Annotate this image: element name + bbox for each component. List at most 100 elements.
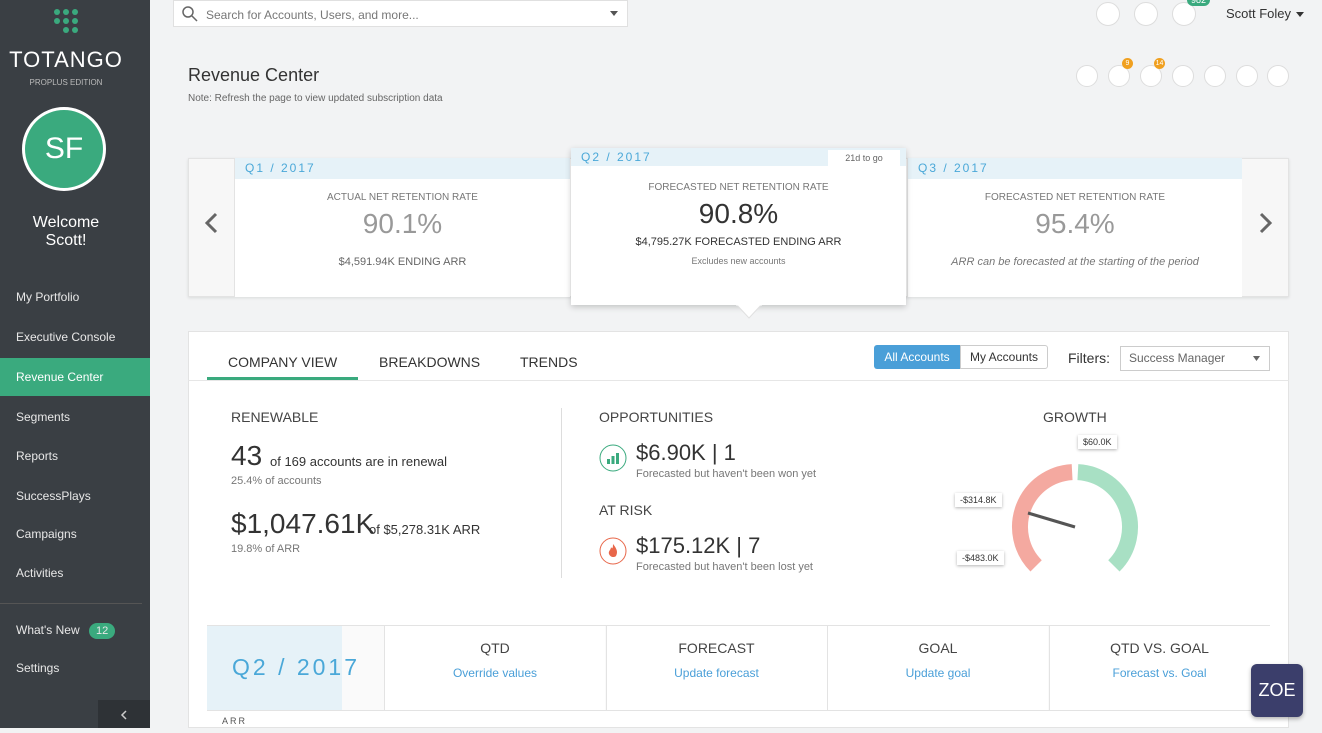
divider bbox=[561, 408, 562, 578]
gauge-label: -$314.8K bbox=[955, 493, 1002, 507]
caret bbox=[1295, 12, 1304, 17]
user-menu[interactable]: Scott Foley bbox=[1226, 6, 1305, 21]
nav-item[interactable]: Revenue Center bbox=[0, 358, 150, 396]
opp-value: $6.90K | 1 bbox=[636, 440, 736, 465]
nav-item[interactable]: Reports bbox=[16, 449, 59, 463]
search-icon bbox=[182, 6, 198, 22]
page-title: Revenue Center bbox=[188, 65, 320, 85]
nav-item[interactable]: SuccessPlays bbox=[16, 489, 91, 503]
risk-value: $175.12K | 7 bbox=[636, 533, 761, 558]
nav-item[interactable]: Executive Console bbox=[16, 330, 116, 344]
renewal-arr-pct: 19.8% of ARR bbox=[231, 543, 301, 555]
nav-label: What's New bbox=[16, 623, 80, 637]
welcome: Welcome bbox=[32, 214, 100, 231]
section-title: GROWTH bbox=[1043, 409, 1107, 425]
quarter-period: Q1 / 2017 bbox=[235, 158, 570, 179]
icon-button[interactable] bbox=[1076, 65, 1098, 87]
tab[interactable]: COMPANY VIEW bbox=[228, 354, 338, 370]
edition: PROPLUS EDITION bbox=[29, 78, 103, 87]
gauge-label: $60.0K bbox=[1078, 435, 1117, 449]
nav-item[interactable]: What's New 12 bbox=[0, 611, 150, 649]
renewal-arr-text: of $5,278.31K ARR bbox=[369, 522, 481, 537]
quarter-label: FORECASTED NET RETENTION RATE bbox=[984, 192, 1166, 203]
quarter-card: Q3 / 2017 FORECASTED NET RETENTION RATE 95… bbox=[907, 158, 1242, 297]
arr-label: ARR bbox=[222, 716, 248, 726]
icon-button[interactable] bbox=[1172, 2, 1196, 26]
nav-item[interactable]: Campaigns bbox=[16, 527, 77, 541]
nav-item[interactable]: Settings bbox=[16, 661, 60, 675]
opp-text: Forecasted but haven't been won yet bbox=[636, 468, 817, 480]
gauge-needle bbox=[1027, 511, 1076, 529]
quarter-period: Q3 / 2017 bbox=[908, 158, 1242, 179]
filter-select[interactable]: Success Manager bbox=[1120, 346, 1270, 371]
badge: 12 bbox=[88, 623, 116, 639]
column-title: QTD bbox=[480, 640, 510, 656]
zoe-button[interactable]: ZOE bbox=[1251, 664, 1303, 717]
column-link[interactable]: Update forecast bbox=[674, 666, 759, 680]
quarter-label: FORECASTED NET RETENTION RATE bbox=[648, 182, 829, 193]
section-title: OPPORTUNITIES bbox=[599, 409, 714, 425]
icon-button[interactable] bbox=[1134, 2, 1158, 26]
renewal-count: 43 bbox=[231, 440, 263, 471]
collapse[interactable] bbox=[98, 700, 150, 728]
summary-column: FORECAST Update forecast bbox=[605, 626, 827, 710]
renewal-text: of 169 accounts are in renewal bbox=[270, 454, 448, 469]
quarter-period: Q2 / 2017 bbox=[571, 148, 906, 166]
select-value: Success Manager bbox=[1129, 351, 1226, 365]
quarter-value: 90.1% bbox=[362, 208, 443, 239]
next-arrow[interactable] bbox=[1253, 210, 1277, 236]
summary-period: Q2 / 2017 bbox=[232, 654, 361, 680]
avatar[interactable]: SF bbox=[22, 107, 106, 191]
filters-label: Filters: bbox=[1068, 350, 1110, 366]
search[interactable]: Search for Accounts, Users, and more... bbox=[173, 0, 628, 27]
tab-divider bbox=[188, 380, 1289, 381]
brand: TOTANGO bbox=[9, 47, 123, 72]
summary-column: QTD VS. GOAL Forecast vs. Goal bbox=[1048, 626, 1270, 710]
column-link[interactable]: Update goal bbox=[905, 666, 971, 680]
icon-badge: 14 bbox=[1154, 58, 1165, 69]
prev-arrow[interactable] bbox=[200, 210, 224, 236]
tab-underline bbox=[207, 377, 358, 380]
gauge-positive bbox=[1077, 464, 1138, 572]
section-title: AT RISK bbox=[599, 502, 653, 518]
collapse-icon bbox=[120, 710, 127, 720]
tab[interactable]: TRENDS bbox=[520, 354, 578, 370]
nav-item[interactable]: Activities bbox=[16, 566, 64, 580]
toggle-off[interactable]: My Accounts bbox=[960, 345, 1048, 369]
divider bbox=[0, 603, 142, 604]
column-title: QTD VS. GOAL bbox=[1110, 640, 1209, 656]
column-link[interactable]: Forecast vs. Goal bbox=[1112, 666, 1207, 680]
caret bbox=[1253, 356, 1260, 361]
quarter-card: Q2 / 2017 21d to go FORECASTED NET RETENTI… bbox=[571, 148, 906, 305]
tab[interactable]: BREAKDOWNS bbox=[379, 354, 481, 370]
icon-button[interactable] bbox=[1204, 65, 1226, 87]
column-link[interactable]: Override values bbox=[452, 666, 538, 680]
column-title: FORECAST bbox=[678, 640, 755, 656]
opp-icon bbox=[599, 444, 627, 472]
quarter-label: ACTUAL NET RETENTION RATE bbox=[327, 192, 478, 203]
quarter-detail: $4,795.27K FORECASTED ENDING ARR bbox=[635, 236, 842, 248]
quarter-value: 90.8% bbox=[698, 198, 779, 229]
icon-button[interactable] bbox=[1267, 65, 1289, 87]
search-placeholder: Search for Accounts, Users, and more... bbox=[206, 8, 419, 22]
quarter-detail: ARR can be forecasted at the starting of… bbox=[951, 256, 1199, 268]
nav-item[interactable]: Segments bbox=[16, 410, 71, 424]
nav-item[interactable]: My Portfolio bbox=[16, 290, 80, 304]
icon-button[interactable] bbox=[1108, 65, 1130, 87]
user-name: Scott Foley bbox=[1226, 6, 1292, 21]
caret bbox=[610, 11, 618, 16]
icon-badge: 9 bbox=[1122, 58, 1133, 69]
logo bbox=[54, 9, 78, 33]
risk-text: Forecasted but haven't been lost yet bbox=[636, 561, 813, 573]
page-note: Note: Refresh the page to view updated s… bbox=[188, 93, 443, 104]
icon-button[interactable] bbox=[1140, 65, 1162, 87]
gauge-label: -$483.0K bbox=[957, 551, 1004, 565]
icon-button[interactable] bbox=[1172, 65, 1194, 87]
icon-button[interactable] bbox=[1096, 2, 1120, 26]
icon-button[interactable] bbox=[1236, 65, 1258, 87]
renewal-pct: 25.4% of accounts bbox=[231, 475, 322, 487]
renewal-arr: $1,047.61K bbox=[231, 508, 375, 539]
toggle-on[interactable]: All Accounts bbox=[874, 345, 960, 369]
